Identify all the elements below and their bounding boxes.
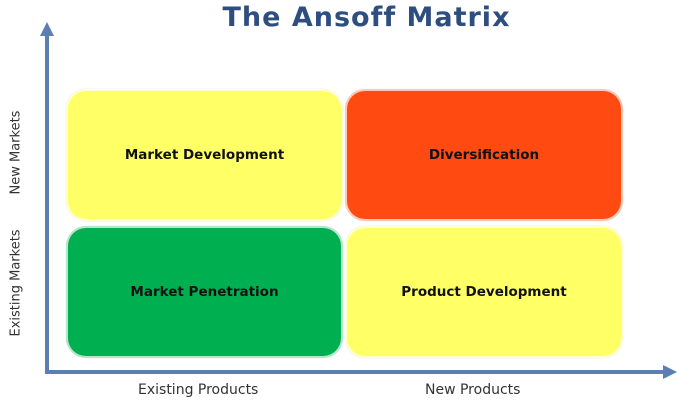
quadrant-label: Market Development [124,147,285,163]
y-axis-label-existing-markets: Existing Markets [8,229,24,337]
quadrant-label: Diversification [428,147,540,163]
quadrant-market-development: Market Development [66,89,343,221]
quadrant-label: Market Penetration [130,284,279,300]
quadrant-diversification: Diversification [345,89,623,221]
quadrant-market-penetration: Market Penetration [66,226,343,358]
y-axis-label-new-markets: New Markets [8,110,24,195]
x-axis-label-existing-products: Existing Products [138,382,259,398]
diagram-title: The Ansoff Matrix [222,2,511,33]
x-axis-label-new-products: New Products [425,382,521,398]
quadrant-label: Product Development [401,284,567,300]
x-axis-arrowhead [663,365,677,379]
y-axis-arrowhead [40,22,54,36]
quadrant-product-development: Product Development [345,226,623,358]
